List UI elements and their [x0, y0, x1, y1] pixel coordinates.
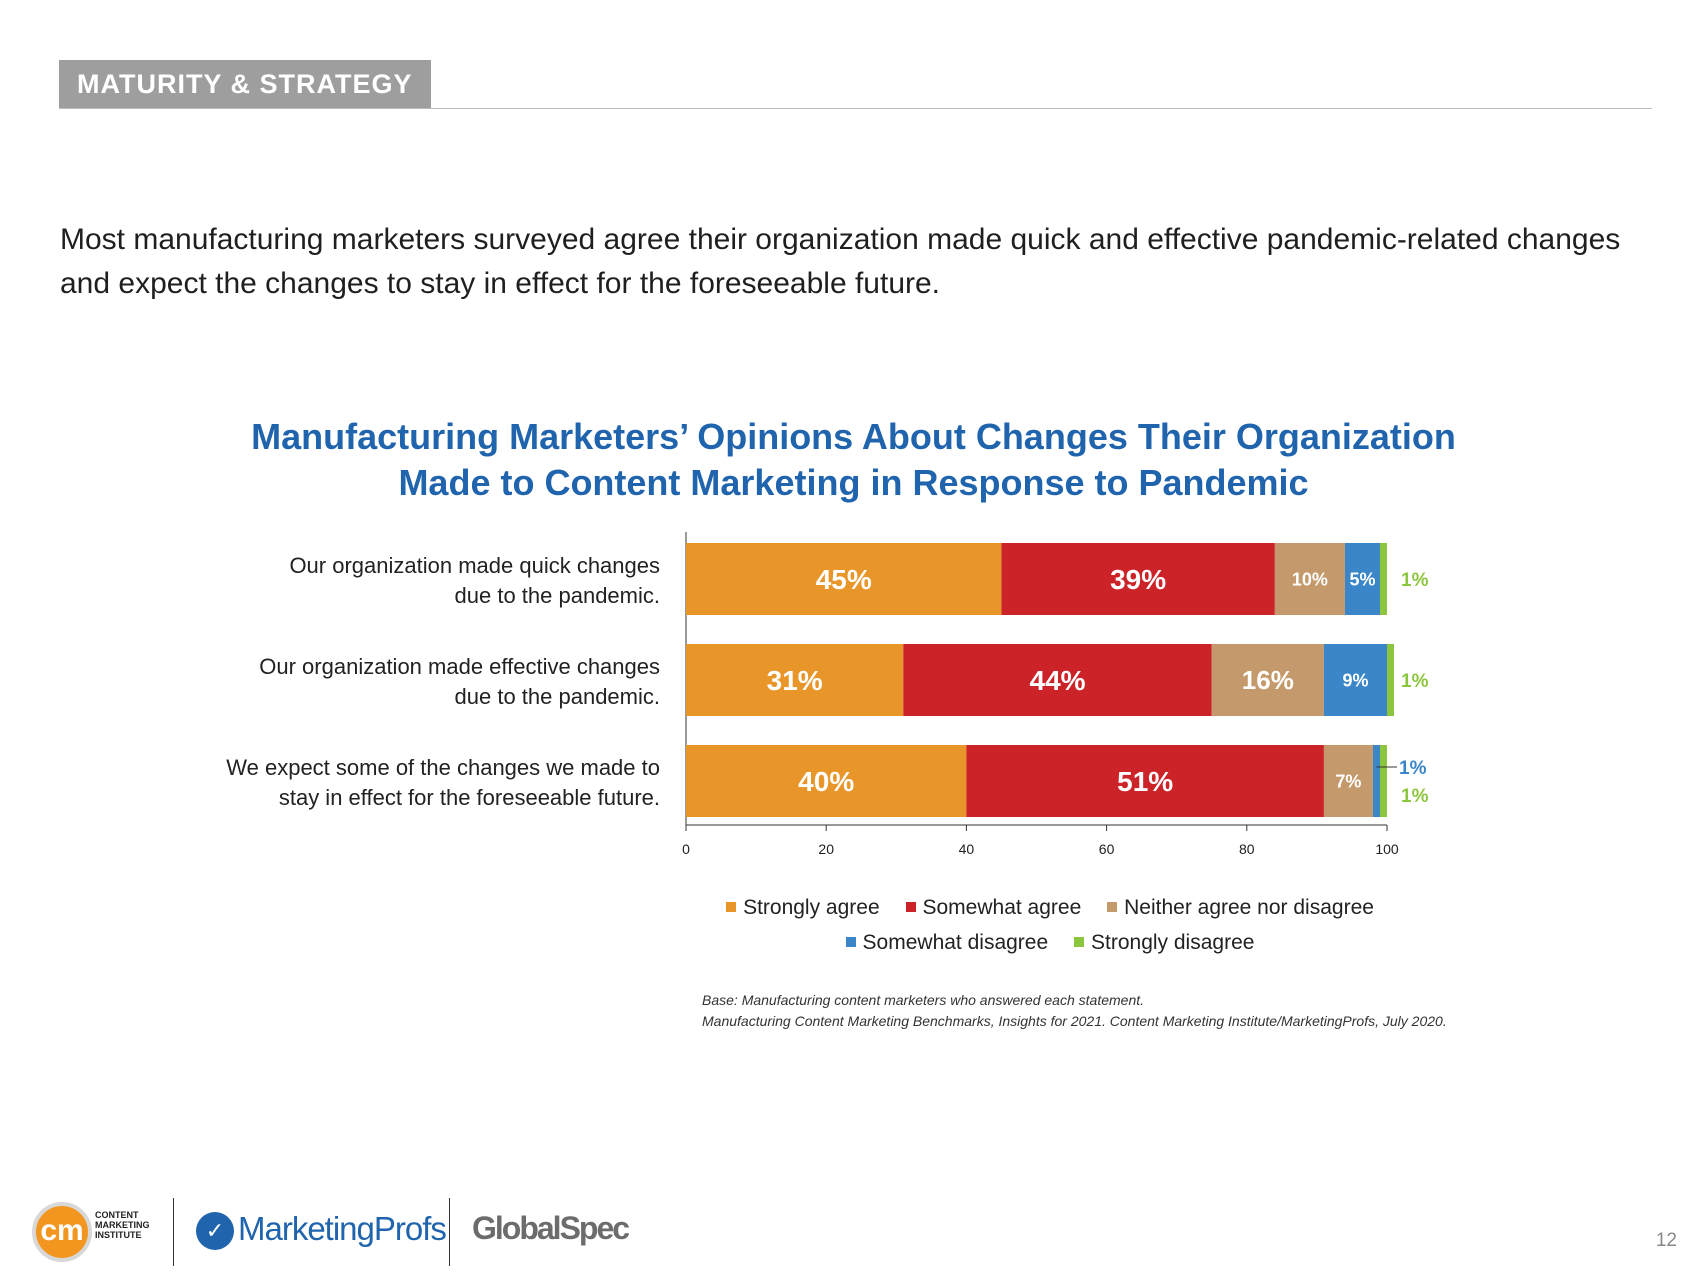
- data-label-outside: 1%: [1401, 671, 1429, 692]
- data-label: 51%: [1117, 766, 1173, 797]
- x-tick-label: 20: [818, 841, 834, 857]
- x-tick-label: 100: [1375, 841, 1399, 857]
- legend-swatch: [1107, 902, 1118, 912]
- legend-swatch: [905, 902, 916, 912]
- legend-item-somewhat-agree: Somewhat agree: [905, 890, 1082, 925]
- legend-row-1: Strongly agree Somewhat agree Neither ag…: [690, 890, 1410, 925]
- legend-label: Somewhat disagree: [862, 931, 1049, 954]
- legend-swatch: [845, 937, 856, 947]
- source-line-2: Manufacturing Content Marketing Benchmar…: [702, 1013, 1447, 1029]
- chart-source: Base: Manufacturing content marketers wh…: [702, 990, 1447, 1032]
- chart-title-line-1: Manufacturing Marketers’ Opinions About …: [251, 416, 1456, 457]
- data-label: 9%: [1342, 670, 1368, 690]
- x-tick-label: 80: [1239, 841, 1255, 857]
- category-label: stay in effect for the foreseeable futur…: [279, 785, 660, 810]
- category-label: due to the pandemic.: [455, 684, 660, 709]
- data-label: 40%: [798, 766, 854, 797]
- legend-label: Neither agree nor disagree: [1124, 896, 1374, 919]
- category-label: We expect some of the changes we made to: [226, 755, 660, 780]
- bar-segment-strongly-disagree: [1379, 543, 1387, 615]
- legend-row-2: Somewhat disagree Strongly disagree: [690, 925, 1410, 960]
- data-label: 7%: [1335, 771, 1361, 791]
- category-label: due to the pandemic.: [455, 583, 660, 608]
- cmi-name-line: MARKETING: [95, 1220, 150, 1230]
- source-line-1: Base: Manufacturing content marketers wh…: [702, 992, 1145, 1008]
- footer-divider: [173, 1198, 174, 1266]
- data-label: 10%: [1292, 569, 1328, 589]
- bar-segment-somewhat-disagree: [1372, 745, 1380, 817]
- bar-segment-neither-agree-nor-disagree: [1211, 644, 1324, 716]
- bar-segment-strongly-disagree: [1387, 644, 1395, 716]
- bar-segment-strongly-agree: [686, 543, 1002, 615]
- data-label: 16%: [1242, 665, 1294, 695]
- legend-item-neither: Neither agree nor disagree: [1107, 890, 1374, 925]
- intro-line-2: and expect the changes to stay in effect…: [60, 267, 941, 300]
- category-label: Our organization made quick changes: [289, 553, 660, 578]
- footer: cm CONTENT MARKETING INSTITUTE ✓ Marketi…: [0, 1190, 1707, 1280]
- x-tick-label: 40: [959, 841, 975, 857]
- bar-segment-somewhat-agree: [1001, 543, 1275, 615]
- bar-segment-strongly-agree: [686, 745, 967, 817]
- legend-item-strongly-disagree: Strongly disagree: [1074, 925, 1254, 960]
- bar-segment-somewhat-disagree: [1323, 644, 1387, 716]
- data-label-outside: 1%: [1401, 786, 1429, 807]
- page-number: 12: [1655, 1230, 1677, 1251]
- section-label: MATURITY & STRATEGY: [59, 60, 431, 108]
- bar-segment-neither-agree-nor-disagree: [1323, 745, 1373, 817]
- legend-label: Somewhat agree: [922, 896, 1082, 919]
- bar-segment-strongly-disagree: [1379, 745, 1387, 817]
- legend-swatch: [726, 902, 737, 912]
- cmi-logo: cm: [32, 1202, 92, 1262]
- cmi-name-line: INSTITUTE: [95, 1230, 142, 1240]
- x-tick-label: 60: [1099, 841, 1115, 857]
- data-label-outside: 1%: [1399, 758, 1427, 779]
- data-label: 39%: [1110, 564, 1166, 595]
- marketingprofs-logo: MarketingProfs: [238, 1210, 447, 1247]
- legend-item-somewhat-disagree: Somewhat disagree: [845, 925, 1049, 960]
- category-label: Our organization made effective changes: [259, 654, 660, 679]
- bar-segment-somewhat-agree: [903, 644, 1212, 716]
- footer-divider: [449, 1198, 450, 1266]
- chart-title: Manufacturing Marketers’ Opinions About …: [0, 414, 1707, 506]
- data-label: 31%: [767, 665, 823, 696]
- cmi-name-line: CONTENT: [95, 1210, 139, 1220]
- cmi-logo-text: CONTENT MARKETING INSTITUTE: [95, 1210, 155, 1240]
- bar-segment-somewhat-agree: [966, 745, 1324, 817]
- data-label-outside: 1%: [1401, 570, 1429, 591]
- legend-label: Strongly agree: [743, 896, 880, 919]
- legend-swatch: [1074, 937, 1084, 947]
- data-label: 5%: [1349, 569, 1375, 589]
- data-label: 44%: [1030, 665, 1086, 696]
- globalspec-logo: GlobalSpec: [472, 1210, 630, 1246]
- chart-title-line-2: Made to Content Marketing in Response to…: [398, 462, 1309, 503]
- x-tick-label: 0: [682, 841, 690, 857]
- data-label: 45%: [816, 564, 872, 595]
- legend-item-strongly-agree: Strongly agree: [726, 890, 880, 925]
- bar-segment-neither-agree-nor-disagree: [1274, 543, 1345, 615]
- legend-label: Strongly disagree: [1091, 931, 1255, 954]
- intro-line-1: Most manufacturing marketers surveyed ag…: [60, 223, 1621, 256]
- bar-segment-somewhat-disagree: [1344, 543, 1380, 615]
- intro-text: Most manufacturing marketers surveyed ag…: [60, 218, 1660, 306]
- marketingprofs-logo-icon: ✓: [196, 1212, 234, 1250]
- stacked-bar-chart: 0 20 40 60 80 100 Our organization made quick …: [226, 532, 1429, 857]
- chart-legend: Strongly agree Somewhat agree Neither ag…: [690, 890, 1410, 960]
- section-divider: [59, 108, 1652, 109]
- bar-segment-strongly-agree: [686, 644, 904, 716]
